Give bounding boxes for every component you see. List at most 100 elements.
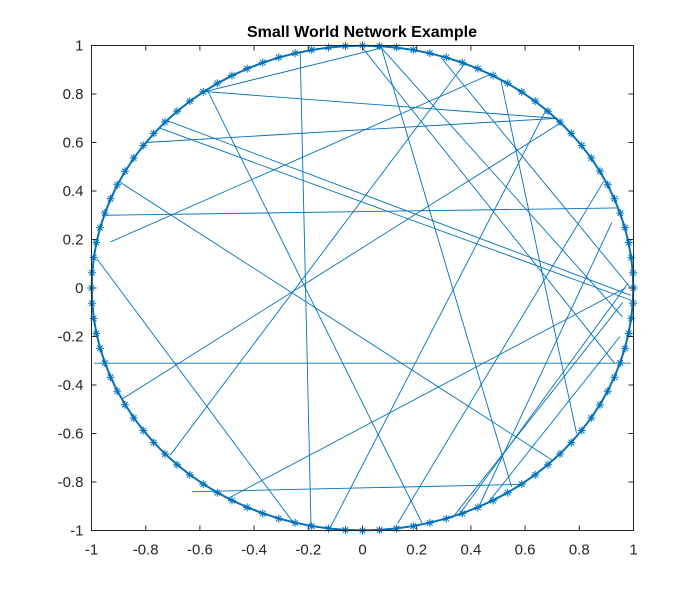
node-marker xyxy=(503,79,512,88)
x-tick-label: -1 xyxy=(85,542,98,559)
node-marker xyxy=(473,503,482,512)
shortcut-edge xyxy=(145,117,558,143)
chart-title: Small World Network Example xyxy=(247,24,477,41)
node-marker xyxy=(409,45,418,54)
node-marker xyxy=(577,426,586,435)
node-marker xyxy=(458,509,467,518)
node-marker xyxy=(567,438,576,447)
x-tick-label: -0.6 xyxy=(187,542,213,559)
x-tick-label: 0.6 xyxy=(515,542,536,559)
node-marker xyxy=(627,253,636,262)
node-marker xyxy=(129,413,138,422)
node-marker xyxy=(243,64,252,73)
shortcut-edge xyxy=(169,62,466,456)
node-marker xyxy=(199,480,208,489)
node-marker xyxy=(595,167,604,176)
y-tick-label: -0.8 xyxy=(58,474,84,491)
shortcut-edge xyxy=(362,47,615,364)
shortcut-edge xyxy=(459,282,629,514)
node-marker xyxy=(291,49,300,58)
shortcut-edge xyxy=(105,207,618,216)
shortcut-edge xyxy=(299,52,312,526)
shortcut-edge xyxy=(451,302,624,519)
node-marker xyxy=(113,387,122,396)
node-marker xyxy=(610,373,619,382)
node-marker xyxy=(106,373,115,382)
node-marker xyxy=(121,167,130,176)
node-marker xyxy=(96,223,105,232)
shortcut-edge xyxy=(159,127,631,301)
shortcut-edge xyxy=(205,47,382,93)
node-marker xyxy=(213,488,222,497)
x-tick-label: -0.2 xyxy=(295,542,321,559)
x-tick-labels: -1 -0.8 -0.6 -0.4 -0.2 0 0.2 0.4 0.6 0.8 1 xyxy=(85,542,638,559)
shortcut-edge xyxy=(478,222,613,507)
node-marker xyxy=(531,470,540,479)
node-marker xyxy=(88,268,97,277)
x-tick-label: -0.4 xyxy=(241,542,267,559)
x-tick-label: 0.2 xyxy=(406,542,427,559)
node-marker xyxy=(243,503,252,512)
node-marker xyxy=(628,268,637,277)
ticks-layer xyxy=(91,45,634,531)
node-marker xyxy=(227,496,236,505)
node-marker xyxy=(620,344,629,353)
node-marker xyxy=(227,71,236,80)
node-marker xyxy=(274,53,283,62)
shortcut-edge xyxy=(500,79,578,434)
x-tick-label: 0.4 xyxy=(460,542,481,559)
node-marker xyxy=(603,387,612,396)
shortcut-edge xyxy=(110,74,491,243)
node-marker xyxy=(139,426,148,435)
node-marker xyxy=(620,223,629,232)
node-marker xyxy=(442,53,451,62)
node-marker xyxy=(473,64,482,73)
node-marker xyxy=(624,238,633,247)
node-marker xyxy=(458,58,467,67)
node-marker xyxy=(628,299,637,308)
node-marker xyxy=(106,194,115,203)
shortcut-edge xyxy=(96,258,293,522)
shortcut-edge xyxy=(226,287,626,500)
node-marker xyxy=(129,154,138,163)
x-tick-label: 1 xyxy=(629,542,637,559)
node-marker xyxy=(258,58,267,67)
node-marker xyxy=(324,43,333,52)
node-marker xyxy=(213,79,222,88)
node-marker xyxy=(274,514,283,523)
node-marker xyxy=(544,107,553,116)
node-marker xyxy=(291,518,300,527)
node-marker xyxy=(172,460,181,469)
shortcut-edge xyxy=(329,108,548,529)
y-tick-label: 1 xyxy=(75,38,83,55)
node-marker xyxy=(324,524,333,533)
node-marker xyxy=(577,141,586,150)
node-marker xyxy=(100,358,109,367)
node-marker xyxy=(517,87,526,96)
y-tick-label: 0.4 xyxy=(63,183,84,200)
node-marker xyxy=(616,209,625,218)
shortcut-edge xyxy=(167,120,631,296)
node-marker xyxy=(567,129,576,138)
node-marker xyxy=(88,299,97,308)
node-marker xyxy=(307,45,316,54)
shortcut-edge xyxy=(486,336,621,505)
node-marker xyxy=(139,141,148,150)
node-marker xyxy=(595,400,604,409)
node-marker xyxy=(587,413,596,422)
y-tick-label: 0.6 xyxy=(63,135,84,152)
node-marker xyxy=(556,117,565,126)
node-marker xyxy=(185,470,194,479)
node-marker xyxy=(199,87,208,96)
node-marker xyxy=(610,194,619,203)
node-marker xyxy=(425,49,434,58)
node-marker xyxy=(307,522,316,531)
node-marker xyxy=(100,209,109,218)
node-marker xyxy=(531,97,540,106)
y-tick-label: -1 xyxy=(70,523,83,540)
node-marker xyxy=(503,488,512,497)
node-marker xyxy=(149,438,158,447)
node-marker xyxy=(544,460,553,469)
